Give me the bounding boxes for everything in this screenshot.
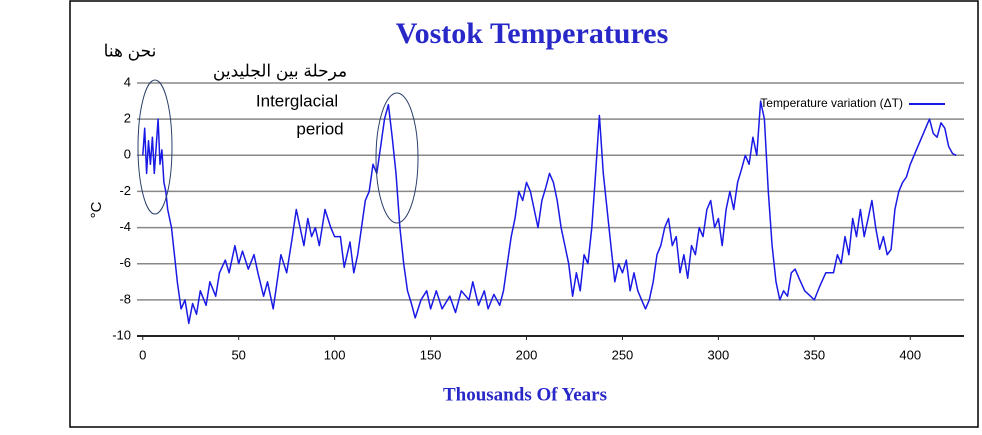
x-tick-label: 150: [420, 347, 442, 362]
highlight: [375, 92, 419, 224]
x-tick-label: 300: [708, 347, 730, 362]
x-tick-label: 250: [612, 347, 634, 362]
x-tick-label: 50: [231, 347, 245, 362]
frame: [69, 0, 979, 428]
x-axis-label: Thousands Of Years: [443, 384, 607, 405]
annotation: نحن هنا: [104, 41, 157, 61]
data-line: [142, 100, 957, 325]
chart-title: Vostok Temperatures: [396, 17, 669, 50]
y-tick-label: -4: [119, 219, 131, 234]
annotation: مرحلة بين الجليدين: [213, 61, 347, 81]
highlight: [137, 79, 173, 215]
x-tick-label: 400: [899, 347, 921, 362]
x-tick-label: 200: [516, 347, 538, 362]
x-tick-label: 0: [139, 347, 146, 362]
y-axis-label: °C: [88, 201, 105, 218]
y-tick-label: -10: [112, 327, 131, 342]
x-tick-label: 100: [324, 347, 346, 362]
legend-label: Temperature variation (ΔT): [760, 96, 903, 110]
y-tick-label: -8: [119, 291, 131, 306]
y-tick-label: 0: [124, 147, 131, 162]
y-tick-label: -2: [119, 183, 131, 198]
annotation: Interglacial: [256, 91, 338, 110]
y-tick-label: -6: [119, 255, 131, 270]
y-tick-label: 2: [124, 111, 131, 126]
y-tick-label: 4: [124, 74, 131, 89]
x-tick-label: 350: [803, 347, 825, 362]
annotation: period: [296, 119, 343, 138]
